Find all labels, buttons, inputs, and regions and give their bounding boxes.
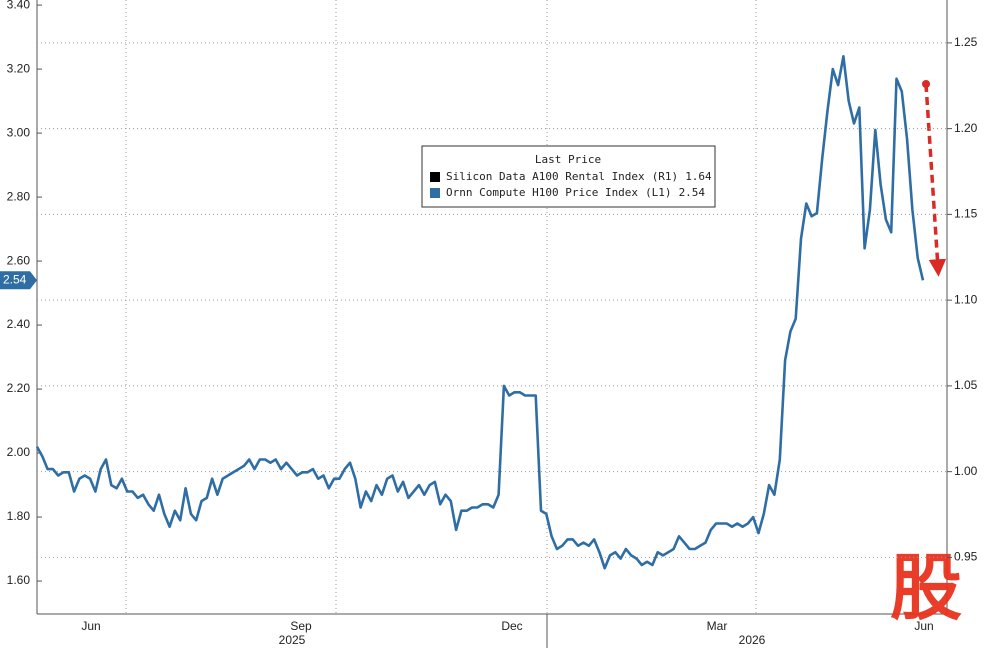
x-tick-label: Mar	[707, 619, 728, 633]
x-tick-label: Jun	[81, 619, 100, 633]
year-label: 2025	[279, 633, 306, 647]
x-tick-label: Jun	[914, 619, 933, 633]
legend-last: 1.64	[685, 170, 712, 183]
y2-tick-label: 1.05	[954, 378, 978, 392]
legend-entry: Ornn Compute H100 Price Index (L1) 2.54	[446, 186, 705, 199]
legend-name: Ornn Compute H100 Price Index	[446, 186, 638, 199]
year-label: 2026	[739, 633, 766, 647]
x-tick-label: Sep	[290, 619, 312, 633]
y-tick-label: 2.80	[7, 189, 31, 203]
y-tick-label: 2.00	[7, 445, 31, 459]
legend-last: 2.54	[679, 186, 706, 199]
y2-tick-label: 1.10	[954, 292, 978, 306]
legend-box	[421, 145, 716, 208]
x-tick-label: Dec	[501, 619, 522, 633]
legend-name: Silicon Data A100 Rental Index	[446, 170, 645, 183]
legend-title: Last Price	[535, 153, 601, 166]
last-value-label: 2.54	[3, 272, 27, 286]
y2-tick-label: 1.25	[954, 35, 978, 49]
y-tick-label: 1.80	[7, 509, 31, 523]
y-tick-label: 3.20	[7, 61, 31, 75]
legend-axis-tag: (R1)	[652, 170, 679, 183]
y2-tick-label: 0.95	[954, 550, 978, 564]
y2-tick-label: 1.20	[954, 121, 978, 135]
series-line	[35, 55, 925, 570]
legend-swatch	[430, 188, 440, 198]
legend-entry: Silicon Data A100 Rental Index (R1) 1.64	[446, 170, 712, 183]
y-tick-label: 2.60	[7, 253, 31, 267]
last-value-tag	[0, 271, 37, 290]
watermark: 股	[890, 549, 962, 629]
y-tick-label: 2.40	[7, 317, 31, 331]
y-tick-label: 2.20	[7, 381, 31, 395]
y-tick-label: 3.40	[7, 0, 31, 11]
legend-axis-tag: (L1)	[645, 186, 672, 199]
y2-tick-label: 1.15	[954, 207, 978, 221]
y2-tick-label: 1.00	[954, 464, 978, 478]
annotation-arrow	[924, 83, 947, 277]
legend: Last Price Silicon Data A100 Rental Inde…	[421, 145, 716, 208]
arrow-start	[922, 80, 930, 88]
y-tick-label: 3.00	[7, 125, 31, 139]
legend-swatch	[430, 172, 440, 182]
y-tick-label: 1.60	[7, 573, 31, 587]
